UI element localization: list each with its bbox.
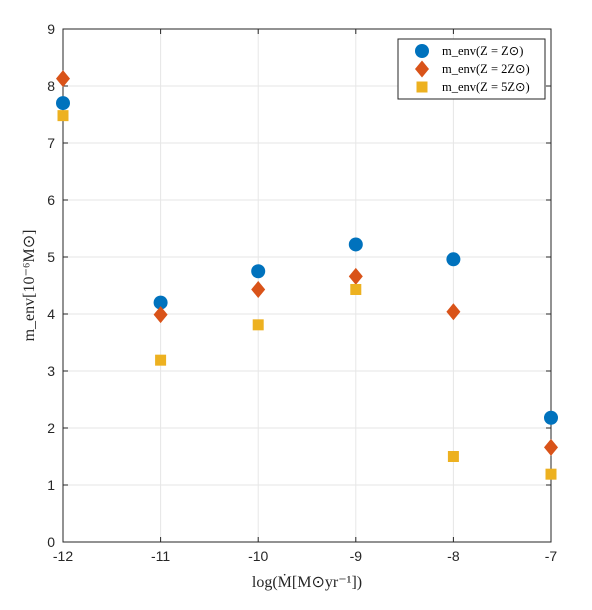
x-tick-label: -10 [248,548,268,564]
legend: m_env(Z = Z⊙) m_env(Z = 2Z⊙) m_env(Z = 5Z⊙… [397,38,546,100]
x-tick-label: -11 [151,548,170,564]
data-point [57,110,69,122]
y-tick-label: 1 [47,477,55,493]
data-point [56,70,70,88]
data-points [56,70,558,480]
x-axis-ticks: -12 -11 -10 -9 -8 -7 [53,29,558,564]
y-tick-label: 9 [47,21,55,37]
series-1 [56,96,558,425]
x-tick-label: -7 [545,548,558,564]
legend-marker [415,60,429,78]
data-point [155,354,167,366]
data-point [447,451,459,462]
y-tick-label: 3 [47,363,55,379]
data-point [153,295,168,310]
y-tick-label: 4 [47,306,55,322]
series-3 [57,110,557,480]
data-point [544,438,558,456]
data-point [153,306,168,324]
data-point [251,280,266,298]
data-point [446,303,461,321]
legend-marker [416,81,428,93]
y-tick-label: 0 [47,534,55,550]
data-point [56,96,70,111]
data-point [348,267,363,285]
legend-marker [415,44,429,58]
grid-lines [62,28,552,543]
data-point [545,468,557,480]
y-axis-ticks: 0 1 2 3 4 5 6 7 8 9 [47,21,551,550]
legend-entry-label: m_env(Z = 5Z⊙) [442,80,530,94]
y-tick-label: 6 [47,192,55,208]
series-2 [56,70,558,456]
data-point [252,319,264,331]
x-tick-label: -12 [53,548,73,564]
legend-entry-label: m_env(Z = Z⊙) [442,44,523,58]
data-point [544,410,558,425]
x-tick-label: -9 [350,548,363,564]
y-tick-label: 5 [47,249,55,265]
data-point [251,264,266,279]
y-tick-label: 2 [47,420,55,436]
y-tick-label: 7 [47,135,55,151]
y-axis-label: m_env[10⁻⁶M⊙] [21,230,38,342]
y-tick-label: 8 [47,78,55,94]
data-point [350,283,362,295]
data-point [348,237,363,252]
legend-entry-label: m_env(Z = 2Z⊙) [442,62,530,76]
plot-area [62,28,552,543]
x-tick-label: -8 [447,548,460,564]
data-point [446,252,461,267]
x-axis-label: log(Ṁ[M⊙yr⁻¹]) [252,573,362,591]
